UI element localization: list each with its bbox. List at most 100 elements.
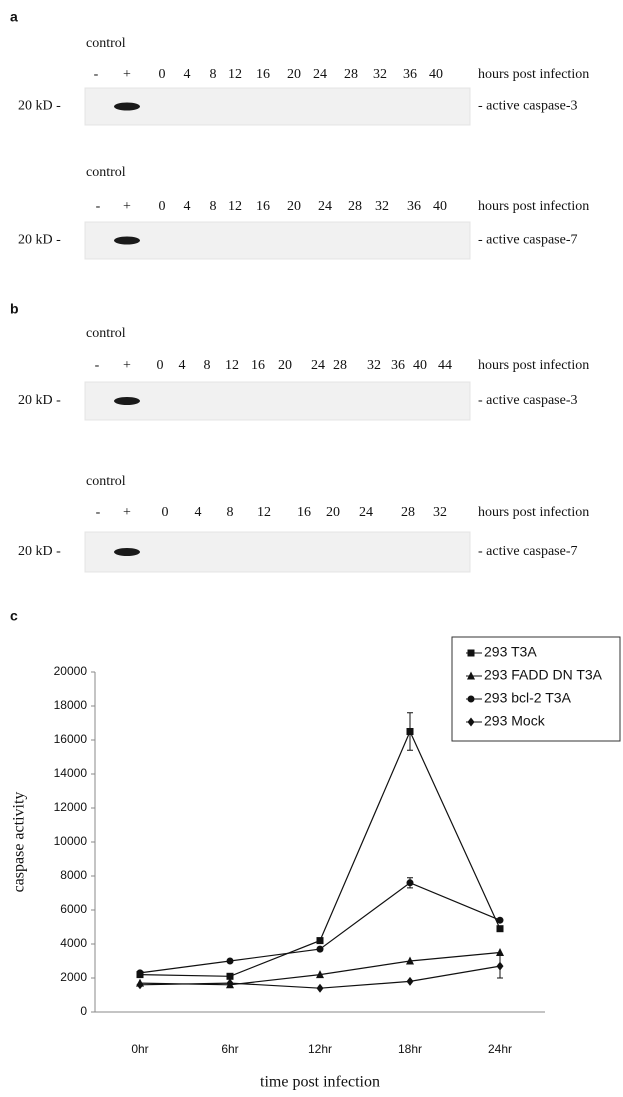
lane-label: 32 [373,67,387,82]
marker [137,969,144,976]
lane-label: + [123,199,131,214]
lane-label: 36 [407,199,421,214]
lane-label: - [96,505,101,520]
lane-label: 0 [157,358,164,373]
x-axis-label: time post infection [260,1074,380,1091]
y-tick-label: 0 [80,1004,87,1018]
band-label: - active caspase-3 [478,99,578,114]
lane-label: 20 [278,358,292,373]
lane-label: 40 [433,199,447,214]
lane-label: 4 [179,358,186,373]
marker [497,962,504,971]
lane-label: 28 [333,358,347,373]
band [114,548,140,556]
size-marker: 20 kD - [18,233,61,248]
size-marker: 20 kD - [18,393,61,408]
control-label: control [86,474,126,489]
y-tick-label: 12000 [54,800,88,814]
y-tick-label: 2000 [60,970,87,984]
x-tick-label: 6hr [221,1042,238,1056]
lane-label: 0 [159,199,166,214]
panel-label: b [10,301,19,317]
legend-label: 293 bcl-2 T3A [484,690,572,706]
marker [317,984,324,993]
lane-label: 36 [403,67,417,82]
lane-label: 4 [184,67,191,82]
lane-label: 36 [391,358,405,373]
lane-label: + [123,67,131,82]
blot [85,382,470,420]
marker [407,728,414,735]
lane-label: + [123,505,131,520]
lane-label: - [96,199,101,214]
lane-label: 28 [401,505,415,520]
series-line [140,953,500,985]
lane-label: 40 [429,67,443,82]
lane-label: 32 [433,505,447,520]
lane-label: 24 [359,505,373,520]
control-label: control [86,165,126,180]
lane-label: 16 [256,67,270,82]
marker [468,650,475,657]
y-tick-label: 20000 [54,664,88,678]
lane-label: 24 [318,199,332,214]
y-tick-label: 6000 [60,902,87,916]
legend-label: 293 Mock [484,713,546,729]
marker [468,696,475,703]
blot [85,532,470,572]
panel-label: a [10,9,18,25]
panel-label: c [10,608,18,624]
y-tick-label: 8000 [60,868,87,882]
series-line [140,883,500,973]
marker [497,925,504,932]
lanes-caption: hours post infection [478,358,589,373]
marker [497,917,504,924]
lane-label: 0 [159,67,166,82]
x-tick-label: 18hr [398,1042,422,1056]
marker [137,980,144,989]
blot [85,222,470,259]
lane-label: 44 [438,358,452,373]
control-label: control [86,326,126,341]
lane-label: 8 [210,199,217,214]
lane-label: + [123,358,131,373]
legend-label: 293 T3A [484,644,537,660]
lane-label: 20 [287,199,301,214]
y-tick-label: 16000 [54,732,88,746]
lane-label: 20 [287,67,301,82]
band-label: - active caspase-3 [478,393,578,408]
lane-label: 12 [228,67,242,82]
marker [317,937,324,944]
marker [407,879,414,886]
lane-label: 12 [257,505,271,520]
x-tick-label: 12hr [308,1042,332,1056]
lane-label: - [94,67,99,82]
lane-label: 28 [348,199,362,214]
lane-label: 28 [344,67,358,82]
band-label: - active caspase-7 [478,233,578,248]
lanes-caption: hours post infection [478,199,589,214]
y-tick-label: 10000 [54,834,88,848]
band [114,397,140,405]
lane-label: 16 [256,199,270,214]
y-axis-label: caspase activity [11,792,28,893]
lane-label: 12 [228,199,242,214]
y-tick-label: 4000 [60,936,87,950]
figure: acontrol-+0481216202428323640hours post … [0,0,623,1097]
marker [407,977,414,986]
control-label: control [86,36,126,51]
lane-label: 40 [413,358,427,373]
lane-label: 24 [313,67,327,82]
lane-label: 24 [311,358,325,373]
band [114,103,140,111]
lane-label: 20 [326,505,340,520]
lane-label: 32 [375,199,389,214]
size-marker: 20 kD - [18,99,61,114]
lane-label: 4 [184,199,191,214]
lane-label: 8 [227,505,234,520]
lane-label: 0 [162,505,169,520]
y-tick-label: 14000 [54,766,88,780]
x-tick-label: 0hr [131,1042,148,1056]
band [114,237,140,245]
y-tick-label: 18000 [54,698,88,712]
